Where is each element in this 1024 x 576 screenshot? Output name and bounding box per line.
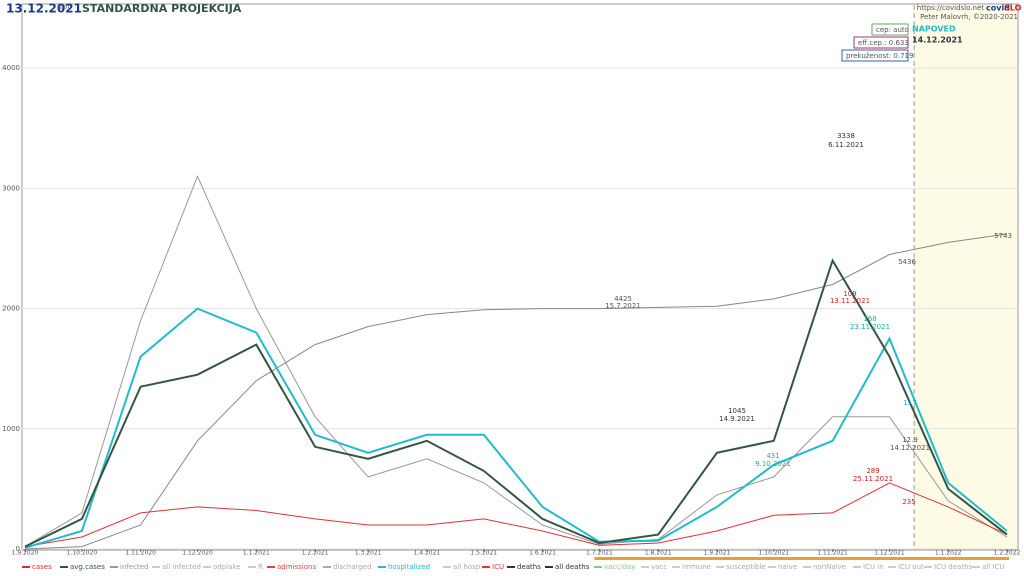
legend-label: all ICU: [982, 563, 1004, 571]
legend-label: hospitalized: [388, 563, 430, 571]
x-tick-label: 1.2.2022: [994, 550, 1021, 557]
plot-frame: [21, 3, 1019, 551]
param: prekuženost: 0.719: [846, 52, 913, 60]
series-line: [24, 175, 1008, 548]
brand: covid: [986, 4, 1010, 13]
legend-label: ICU: [492, 563, 504, 571]
legend-label: infected: [120, 563, 149, 571]
url: https://covidslo.net: [917, 4, 984, 12]
annotation: 15.7.2021: [605, 302, 641, 310]
y-tick-label: 1000: [2, 425, 20, 433]
brand: SLO: [1004, 4, 1022, 13]
y-tick-label: 2000: [2, 305, 20, 313]
legend-label: ICU in: [863, 563, 884, 571]
forecast-date: 14.12.2021: [912, 36, 963, 45]
legend-label: vacc: [651, 563, 667, 571]
legend-label: discharged: [333, 563, 372, 571]
x-tick-label: 1.12.2021: [874, 550, 905, 557]
legend-label: all deaths: [555, 563, 590, 571]
legend-label: deaths: [517, 563, 541, 571]
legend-label: odplake: [213, 563, 241, 571]
annotation: 23.11.2021: [850, 323, 890, 331]
x-tick-label: 1.3.2021: [355, 550, 382, 557]
series-line: [24, 258, 1008, 548]
legend-label: all hosp.: [453, 563, 482, 571]
legend-label: R: [258, 563, 263, 571]
y-tick-label: 4000: [2, 64, 20, 72]
annotation: 3338: [837, 132, 855, 140]
legend-label: immune: [682, 563, 711, 571]
x-tick-label: 1.5.2021: [470, 550, 497, 557]
annotation: 5743: [994, 232, 1012, 240]
annotation: 235: [902, 498, 915, 506]
annotation: 4425: [614, 295, 632, 303]
x-tick-label: 1.8.2021: [645, 550, 672, 557]
x-tick-label: 1.1.2021: [243, 550, 270, 557]
x-tick-label: 1.2.2021: [302, 550, 329, 557]
x-tick-label: 1.11.2021: [817, 550, 848, 557]
vacc-strip: [594, 557, 1010, 560]
x-tick-label: 1.7.2021: [586, 550, 613, 557]
x-tick-label: 1.10.2020: [67, 550, 98, 557]
chart-title: STANDARDNA PROJEKCIJA: [82, 2, 242, 15]
annotation: 9.10.2021: [755, 460, 791, 468]
author: Peter Malovrh, ©2020-2021: [920, 13, 1018, 21]
annotation: 117: [903, 399, 916, 407]
annotation: 1045: [728, 407, 746, 415]
param-box: [853, 36, 909, 49]
y-tick-label: 3000: [2, 184, 20, 192]
x-tick-label: 1.1.2022: [935, 550, 962, 557]
x-tick-label: 1.6.2021: [529, 550, 556, 557]
series-line: [24, 233, 1008, 550]
forecast-area: [914, 5, 1017, 549]
annotation: 6.11.2021: [828, 141, 864, 149]
x-tick-label: 1.10.2021: [759, 550, 790, 557]
annotation: 109: [843, 290, 856, 298]
date: 13.12.2021: [6, 2, 82, 16]
legend-label: nonNaive: [813, 563, 846, 571]
annotation: 14.9.2021: [719, 415, 755, 423]
forecast-label: NAPOVED: [912, 25, 956, 34]
legend-label: all infected: [162, 563, 201, 571]
x-tick-label: 1.12.2020: [182, 550, 213, 557]
x-tick-label: 1.9.2021: [704, 550, 731, 557]
legend-label: ICU out: [898, 563, 924, 571]
legend-label: vacc/day: [604, 563, 635, 571]
x-tick-label: 1.11.2020: [125, 550, 156, 557]
legend-label: admissions: [277, 563, 316, 571]
annotation: 289: [866, 467, 879, 475]
x-tick-label: 1.9.2020: [12, 550, 39, 557]
series-line: [24, 482, 1008, 548]
legend-label: avg.cases: [70, 563, 105, 571]
annotation: 13.11.2021: [830, 297, 870, 305]
legend-label: naive: [778, 563, 797, 571]
annotation: 14.12.2021: [890, 444, 930, 452]
annotation: 5436: [898, 258, 916, 266]
param: eff.cep.: 0.633: [858, 39, 909, 47]
annotation: 168: [863, 315, 876, 323]
annotation: 12.9: [902, 436, 918, 444]
param-box: [871, 23, 909, 36]
x-tick-label: 1.4.2021: [414, 550, 441, 557]
legend-label: susceptible: [726, 563, 766, 571]
y-tick-label: 0: [16, 545, 20, 553]
legend-label: ICU deaths: [934, 563, 973, 571]
series-line: [24, 307, 1008, 549]
param: cep: auto: [876, 26, 909, 34]
param-box: [841, 49, 909, 62]
legend-label: cases: [32, 563, 52, 571]
annotation: 25.11.2021: [853, 475, 893, 483]
weekday: pon: [60, 4, 71, 11]
annotation: 431: [766, 452, 779, 460]
